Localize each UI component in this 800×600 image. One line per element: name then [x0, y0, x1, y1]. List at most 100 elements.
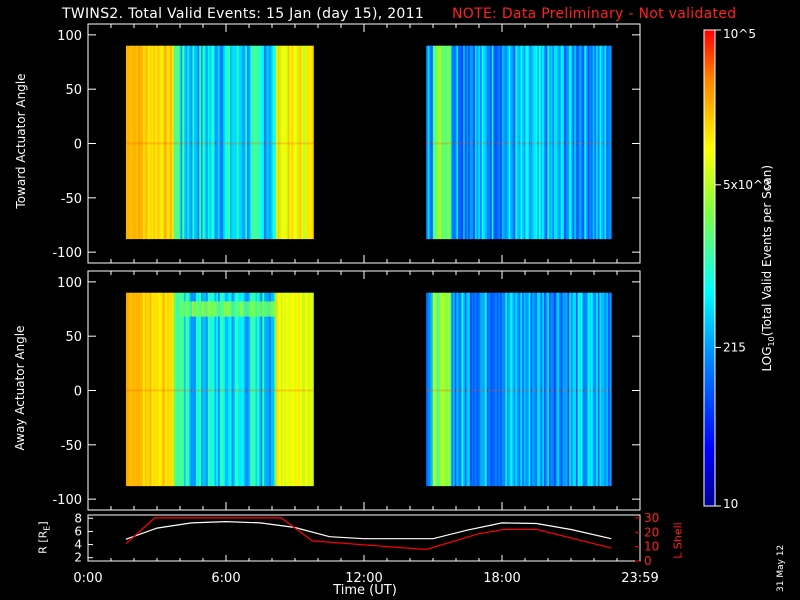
toward-column: [609, 45, 612, 240]
toward-column: [246, 45, 250, 240]
away-column: [485, 292, 488, 487]
away-column: [500, 292, 503, 487]
toward-column: [594, 45, 597, 240]
toward-column: [601, 45, 604, 240]
away-column: [168, 292, 171, 487]
away-ytick-label: 100: [57, 276, 82, 291]
away-column: [515, 292, 518, 487]
away-enhanced-band: [196, 301, 200, 317]
toward-column: [141, 45, 144, 240]
away-column: [565, 292, 568, 487]
away-column: [498, 292, 501, 487]
away-column: [478, 292, 481, 487]
toward-column: [139, 45, 142, 240]
away-column: [303, 292, 306, 487]
away-column: [224, 292, 227, 487]
away-column: [235, 292, 238, 487]
away-column: [453, 292, 456, 487]
toward-column: [292, 45, 296, 240]
toward-column: [458, 45, 461, 240]
away-enhanced-band: [211, 301, 215, 317]
toward-column: [158, 45, 161, 240]
away-column: [508, 292, 511, 487]
away-column: [284, 292, 287, 487]
toward-column: [584, 45, 587, 240]
toward-column: [441, 45, 444, 240]
away-column: [171, 292, 175, 487]
toward-column: [211, 45, 214, 240]
away-column: [444, 292, 447, 487]
toward-column: [286, 45, 289, 240]
away-enhanced-band: [216, 301, 220, 317]
away-enhanced-band: [230, 301, 234, 317]
toward-axis-label: Toward Actuator Angle: [14, 73, 28, 209]
toward-column: [175, 45, 178, 240]
away-column: [267, 292, 270, 487]
toward-column: [185, 45, 188, 240]
orbit-right-tick-label: 0: [644, 554, 652, 568]
away-column: [516, 292, 520, 487]
away-column: [493, 292, 496, 487]
away-column: [192, 292, 195, 487]
toward-column: [168, 45, 171, 240]
toward-column: [522, 45, 525, 240]
away-column: [602, 292, 605, 487]
toward-column: [180, 45, 183, 240]
orbit-right-tick-label: 20: [644, 525, 659, 539]
orbit-line-lshell: [125, 517, 612, 551]
toward-column: [493, 45, 496, 240]
away-column: [469, 292, 472, 487]
away-column: [238, 292, 241, 487]
away-column: [187, 292, 190, 487]
away-column: [607, 292, 610, 487]
toward-column: [510, 45, 513, 240]
away-column: [486, 292, 489, 487]
toward-column: [245, 45, 248, 240]
toward-column: [178, 45, 181, 240]
away-axis-label: Away Actuator Angle: [13, 325, 27, 451]
toward-column: [479, 45, 483, 240]
toward-column: [548, 45, 552, 240]
away-column: [501, 292, 504, 487]
toward-column: [125, 45, 129, 240]
toward-column: [170, 45, 173, 240]
away-column: [153, 292, 156, 487]
away-column: [270, 292, 273, 487]
toward-column: [538, 45, 541, 240]
toward-column: [309, 45, 313, 240]
away-column: [277, 292, 280, 487]
away-column: [527, 292, 530, 487]
toward-column: [473, 45, 476, 240]
away-column: [429, 292, 432, 487]
toward-column: [308, 45, 311, 240]
toward-column: [580, 45, 584, 240]
away-column: [253, 292, 256, 487]
away-column: [458, 292, 461, 487]
away-column: [291, 292, 294, 487]
toward-column: [572, 45, 575, 240]
away-column: [525, 292, 528, 487]
toward-column: [217, 45, 221, 240]
toward-column: [240, 45, 243, 240]
away-column: [308, 292, 311, 487]
away-enhanced-band: [257, 301, 261, 317]
away-column: [246, 292, 250, 487]
toward-column: [579, 45, 582, 240]
away-column: [287, 292, 290, 487]
toward-column: [243, 45, 246, 240]
toward-column: [187, 45, 190, 240]
toward-column: [219, 45, 222, 240]
date-stamp: 31 May 12: [776, 544, 786, 592]
preliminary-note: NOTE: Data Preliminary - Not validated: [452, 6, 737, 22]
toward-column: [496, 45, 499, 240]
toward-column: [426, 45, 429, 240]
away-column: [252, 292, 255, 487]
toward-column: [532, 45, 535, 240]
away-column: [137, 292, 140, 487]
toward-column: [500, 45, 503, 240]
away-column: [464, 292, 467, 487]
toward-column: [306, 45, 309, 240]
away-column: [151, 292, 154, 487]
toward-column: [144, 45, 147, 240]
away-column: [471, 292, 474, 487]
